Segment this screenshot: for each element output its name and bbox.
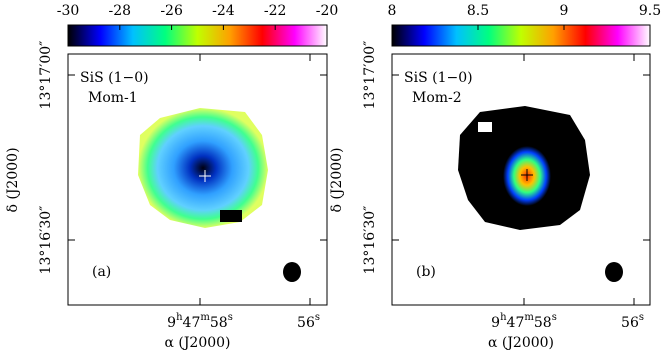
colorbar-tick-label: 8 [388, 3, 397, 19]
map-subtitle: Mom-1 [88, 90, 138, 106]
colorbar [67, 24, 328, 47]
x-tick-label: 56s [621, 312, 644, 331]
y-tick-label: 13°16′30″ [362, 206, 378, 275]
panel-a-map [138, 108, 301, 282]
map-subtitle: Mom-2 [412, 90, 462, 106]
x-axis-label: α (J2000) [488, 335, 554, 351]
colorbar [391, 24, 651, 47]
y-tick-label: 13°17′00″ [362, 41, 378, 110]
colorbar-tick-label: -24 [212, 3, 235, 19]
colorbar-tick-label: 9.5 [639, 3, 661, 19]
y-tick-label: 13°16′30″ [38, 206, 54, 275]
axes-frame [67, 53, 328, 306]
x-tick-label: 9h47m58s [167, 312, 233, 331]
map-title: SiS (1−0) [80, 70, 149, 86]
panel-label: (b) [416, 264, 436, 280]
colorbar-tick-label: -22 [264, 3, 287, 19]
y-axis-label: δ (J2000) [5, 147, 21, 212]
colorbar-tick-label: -30 [57, 3, 80, 19]
panel-b-map [458, 106, 623, 282]
panel-label: (a) [92, 264, 111, 280]
x-tick-label: 9h47m58s [491, 312, 557, 331]
axes-frame [391, 53, 651, 306]
y-axis-label: δ (J2000) [329, 147, 345, 212]
y-tick-label: 13°17′00″ [38, 41, 54, 110]
colorbar-tick-label: -28 [109, 3, 132, 19]
map-title: SiS (1−0) [404, 70, 473, 86]
x-tick-label: 56s [297, 312, 320, 331]
colorbar-tick-label: -20 [316, 3, 339, 19]
colorbar-tick-label: -26 [160, 3, 183, 19]
colorbar-tick-label: 8.5 [467, 3, 489, 19]
colorbar-tick-label: 9 [560, 3, 569, 19]
x-axis-label: α (J2000) [164, 335, 230, 351]
